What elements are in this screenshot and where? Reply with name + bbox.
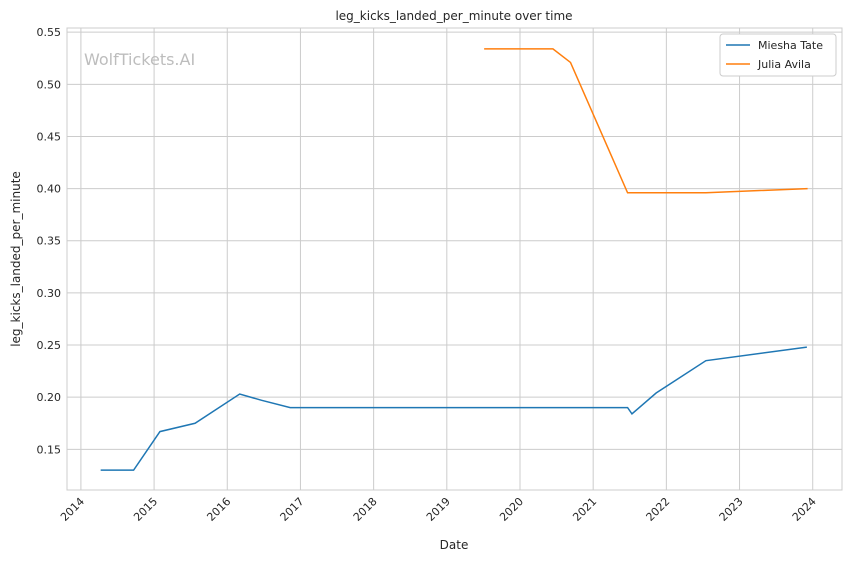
legend-label: Julia Avila — [757, 58, 811, 71]
legend: Miesha Tate Julia Avila — [719, 33, 837, 77]
y-tick-label: 0.25 — [37, 339, 62, 352]
x-tick-label: 2022 — [643, 495, 672, 524]
chart-title: leg_kicks_landed_per_minute over time — [335, 9, 572, 23]
watermark: WolfTickets.AI — [84, 50, 195, 69]
y-axis-label: leg_kicks_landed_per_minute — [9, 171, 23, 347]
y-tick-label: 0.55 — [37, 26, 62, 39]
x-tick-label: 2021 — [570, 495, 599, 524]
y-tick-label: 0.15 — [37, 443, 62, 456]
legend-label: Miesha Tate — [758, 39, 823, 52]
grid — [67, 28, 842, 490]
y-tick-label: 0.40 — [37, 183, 62, 196]
x-tick-label: 2023 — [717, 495, 746, 524]
x-axis-label: Date — [440, 538, 469, 552]
y-tick-label: 0.50 — [37, 78, 62, 91]
x-tick-label: 2019 — [424, 495, 453, 524]
x-tick-label: 2015 — [131, 495, 160, 524]
series-lines — [100, 48, 808, 471]
x-tick-label: 2018 — [351, 495, 380, 524]
x-tick-label: 2024 — [790, 495, 819, 524]
x-tick-label: 2017 — [278, 495, 307, 524]
y-tick-label: 0.20 — [37, 391, 62, 404]
y-tick-label: 0.35 — [37, 235, 62, 248]
series-line-julia-avila — [484, 48, 808, 194]
y-tick-label: 0.45 — [37, 130, 62, 143]
plot-frame — [66, 27, 843, 491]
x-tick-label: 2016 — [204, 495, 233, 524]
y-tick-label: 0.30 — [37, 287, 62, 300]
x-tick-label: 2020 — [497, 495, 526, 524]
series-line-miesha-tate — [100, 346, 807, 471]
x-tick-label: 2014 — [58, 495, 87, 524]
